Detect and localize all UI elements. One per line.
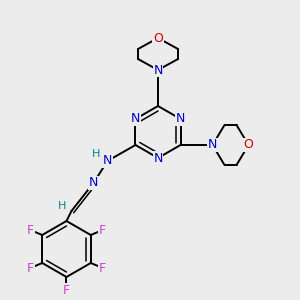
Text: N: N [153,152,163,164]
Text: H: H [92,149,101,159]
Text: F: F [99,262,106,275]
Text: O: O [244,139,254,152]
Text: N: N [208,139,217,152]
Text: N: N [153,64,163,76]
Text: N: N [103,154,112,167]
Text: F: F [99,224,106,236]
Text: N: N [176,112,185,125]
Text: H: H [58,201,67,211]
Text: F: F [27,224,34,236]
Text: F: F [63,284,70,296]
Text: N: N [131,112,140,125]
Text: O: O [153,32,163,44]
Text: F: F [27,262,34,275]
Text: N: N [89,176,98,190]
